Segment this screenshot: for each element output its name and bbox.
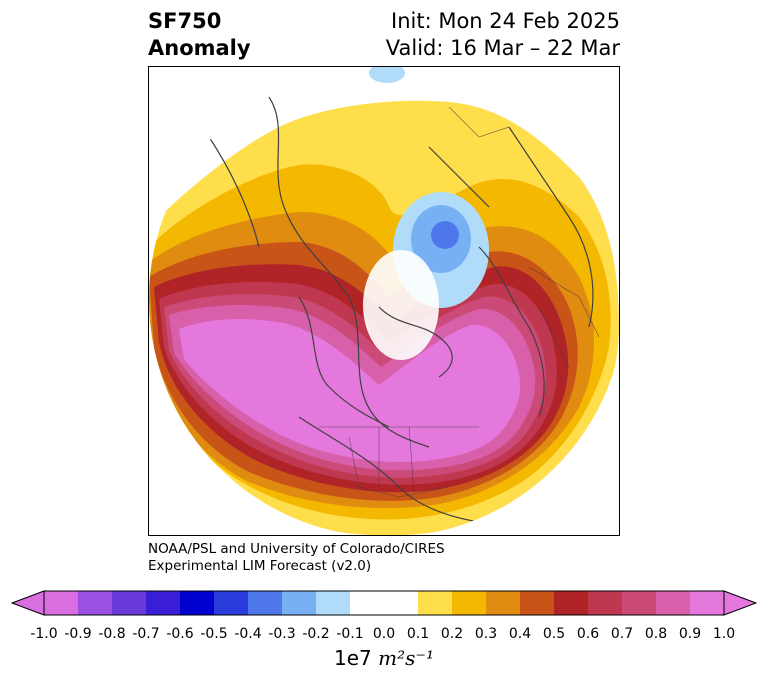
colorbar-tick-label: -0.8 (98, 626, 126, 642)
colorbar-tick-label: -0.3 (268, 626, 296, 642)
colorbar-tick-label: 0.1 (406, 626, 430, 642)
colorbar-extend-low (10, 590, 45, 616)
contour-neutral (363, 250, 439, 360)
title-variable: SF750 (148, 9, 222, 33)
colorbar-segment (214, 591, 249, 615)
colorbar-segment (350, 591, 385, 615)
valid-range: Valid: 16 Mar – 22 Mar (385, 36, 620, 60)
colorbar-tick-label: 0.3 (474, 626, 498, 642)
credit-text: NOAA/PSL and University of Colorado/CIRE… (148, 541, 445, 575)
colorbar-segment (78, 591, 113, 615)
colorbar-segment (588, 591, 623, 615)
colorbar-segments (44, 591, 725, 615)
colorbar-units: 1e7 m²s⁻¹ (0, 646, 768, 670)
colorbar (10, 590, 758, 616)
credit-line1: NOAA/PSL and University of Colorado/CIRE… (148, 541, 445, 557)
units-prefix: 1e7 (334, 646, 372, 670)
colorbar-tick-label: -0.2 (302, 626, 330, 642)
colorbar-segment (656, 591, 691, 615)
map-panel (148, 66, 620, 536)
anomaly-map (149, 67, 619, 535)
colorbar-segment (452, 591, 487, 615)
contour-negative-03 (431, 221, 459, 249)
colorbar-tick-label: 0.9 (678, 626, 702, 642)
colorbar-segment (180, 591, 215, 615)
colorbar-tick-label: -1.0 (30, 626, 58, 642)
anomaly-field (149, 67, 619, 535)
colorbar-tick-label: 0.5 (542, 626, 566, 642)
colorbar-outline (43, 590, 725, 616)
colorbar-tick-label: 0.0 (372, 626, 396, 642)
init-date: Init: Mon 24 Feb 2025 (391, 9, 620, 33)
colorbar-segment (690, 591, 725, 615)
colorbar-tick-label: 1.0 (712, 626, 736, 642)
units-symbol: m²s⁻¹ (378, 646, 434, 670)
colorbar-segment (248, 591, 283, 615)
colorbar-tick-label: -0.9 (64, 626, 92, 642)
colorbar-segment (316, 591, 351, 615)
plot-title: SF750 Anomaly (148, 8, 251, 62)
coastlines (208, 96, 594, 523)
colorbar-segment (112, 591, 147, 615)
colorbar-tick-label: -0.1 (336, 626, 364, 642)
colorbar-segment (418, 591, 453, 615)
contour-negative-top (369, 67, 405, 83)
colorbar-segment (384, 591, 419, 615)
colorbar-tick-label: 0.6 (576, 626, 600, 642)
colorbar-tick-label: 0.2 (440, 626, 464, 642)
colorbar-tick-label: -0.5 (200, 626, 228, 642)
credit-line2: Experimental LIM Forecast (v2.0) (148, 558, 372, 574)
colorbar-segment (554, 591, 589, 615)
colorbar-tick-label: -0.6 (166, 626, 194, 642)
colorbar-segment (282, 591, 317, 615)
colorbar-tick-label: 0.8 (644, 626, 668, 642)
title-quantity: Anomaly (148, 36, 251, 60)
colorbar-extend-high (723, 590, 758, 616)
colorbar-tick-label: -0.4 (234, 626, 262, 642)
colorbar-segment (622, 591, 657, 615)
colorbar-tick-label: 0.4 (508, 626, 532, 642)
colorbar-segment (486, 591, 521, 615)
borders (319, 106, 600, 498)
forecast-dates: Init: Mon 24 Feb 2025 Valid: 16 Mar – 22… (386, 8, 620, 62)
contour-positive-09 (179, 319, 521, 462)
colorbar-segment (520, 591, 555, 615)
colorbar-tick-label: 0.7 (610, 626, 634, 642)
colorbar-segment (44, 591, 79, 615)
colorbar-tick-label: -0.7 (132, 626, 160, 642)
colorbar-segment (146, 591, 181, 615)
